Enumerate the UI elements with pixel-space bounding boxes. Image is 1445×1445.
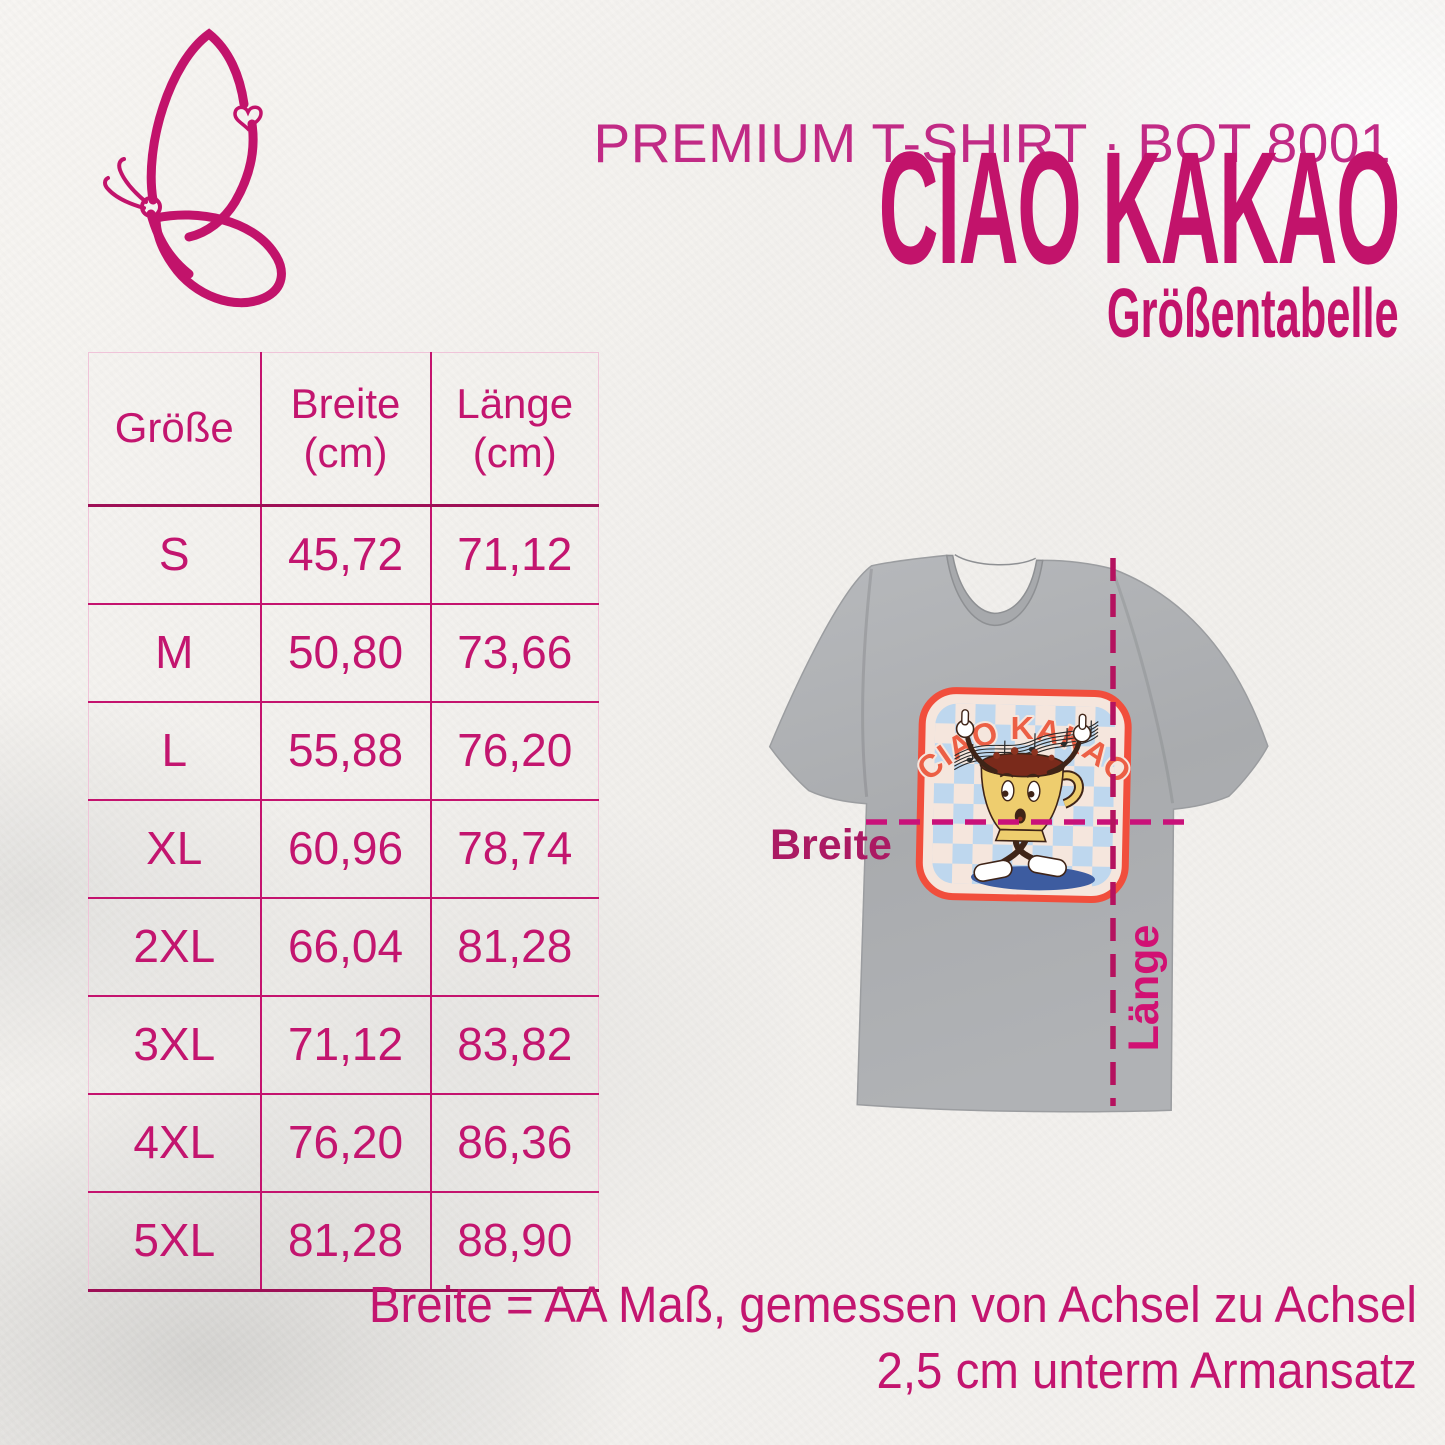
table-cell: 66,04	[259, 897, 431, 996]
table-cell: 81,28	[259, 1191, 431, 1291]
table-row: XL 60,96 78,74	[88, 799, 599, 898]
table-cell: 86,36	[429, 1093, 599, 1192]
butterfly-upper-wing	[146, 28, 249, 205]
table-row: L 55,88 76,20	[88, 701, 599, 800]
width-label: Breite	[770, 821, 892, 869]
table-header-row: Größe Breite (cm) Länge (cm)	[88, 352, 599, 507]
column-header-laenge: Länge (cm)	[429, 352, 599, 507]
table-row: S 45,72 71,12	[89, 505, 599, 604]
table-cell: M	[88, 603, 261, 702]
collar-back-seam	[954, 553, 1037, 566]
table-cell: 81,28	[429, 897, 599, 996]
product-line: PREMIUM T-SHIRT · BOT 8001	[593, 112, 1391, 174]
table-row: 3XL 71,12 83,82	[88, 995, 599, 1094]
table-row: M 50,80 73,66	[88, 603, 599, 702]
table-cell: 55,88	[259, 701, 431, 800]
butterfly-body	[146, 209, 194, 279]
sleeve-seam	[861, 568, 873, 797]
length-label: Länge	[1120, 925, 1168, 1052]
table-cell: 76,20	[429, 701, 599, 800]
column-header-breite: Breite (cm)	[259, 352, 431, 507]
table-cell: 73,66	[429, 603, 599, 702]
mug-character	[955, 709, 1092, 883]
table-cell: 60,96	[259, 799, 431, 898]
butterfly-logo	[103, 28, 286, 308]
tshirt-graphic: CIAO KAKAO	[768, 553, 1269, 1113]
measurement-note-line1: Breite = AA Maß, gemessen von Achsel zu …	[369, 1276, 1417, 1333]
table-cell: 45,72	[259, 505, 431, 604]
table-row: 5XL 81,28 88,90	[88, 1191, 599, 1291]
heart-icon	[233, 105, 263, 132]
table-cell: 71,12	[429, 505, 599, 604]
butterfly-upper-wing	[184, 119, 258, 242]
table-cell: 88,90	[429, 1191, 599, 1291]
measurement-note-line2: 2,5 cm unterm Armansatz	[876, 1342, 1417, 1399]
column-header-groesse: Größe	[88, 352, 261, 507]
table-cell: 5XL	[88, 1191, 261, 1291]
table-cell: 2XL	[88, 897, 261, 996]
table-row: 4XL 76,20 86,36	[88, 1093, 599, 1192]
sleeve-seam	[1111, 569, 1175, 804]
table-cell: XL	[88, 799, 261, 898]
table-cell: L	[88, 701, 261, 800]
table-cell: S	[158, 527, 190, 580]
shirt-measurement-diagram: CIAO KAKAO	[768, 553, 1269, 1113]
print-graphic: CIAO KAKAO	[907, 687, 1142, 904]
table-cell: 3XL	[88, 995, 261, 1094]
tshirt-collar	[945, 554, 1044, 627]
page-title: CIAO KAKAO	[878, 118, 1400, 297]
table-cell: 71,12	[259, 995, 431, 1094]
table-cell: 50,80	[259, 603, 431, 702]
size-table-body: S 45,72 71,12 M 50,80 73,66 L 55,88 76,20 XL 60,96…	[88, 505, 599, 1291]
butterfly-antenna	[103, 176, 146, 210]
measurement-note: Breite = AA Maß, gemessen von Achsel zu …	[369, 1272, 1417, 1404]
table-row: 2XL 66,04 81,28	[88, 897, 599, 996]
page-subtitle: Größentabelle	[1107, 274, 1399, 352]
table-cell: 4XL	[88, 1093, 261, 1192]
size-table: Größe Breite (cm) Länge (cm) S 45,72 71,12…	[88, 352, 599, 1292]
table-cell: 76,20	[259, 1093, 431, 1192]
table-cell: 83,82	[429, 995, 599, 1094]
table-cell: 78,74	[429, 799, 599, 898]
butterfly-antenna	[117, 157, 148, 204]
